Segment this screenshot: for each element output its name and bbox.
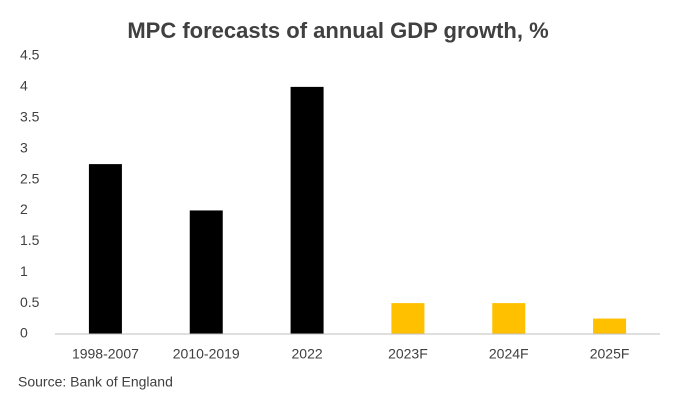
y-tick-label: 4.5 (20, 47, 40, 63)
bar (593, 318, 627, 334)
x-tick-label: 2025F (590, 346, 630, 362)
y-tick-label: 3.5 (20, 108, 40, 124)
bar (88, 164, 122, 334)
x-tick-label: 2023F (388, 346, 428, 362)
y-tick-label: 1.5 (20, 232, 40, 248)
bar (189, 210, 223, 334)
bar (290, 86, 324, 334)
y-tick-label: 2 (20, 201, 28, 217)
y-tick-label: 3 (20, 139, 28, 155)
x-tick-label: 2024F (489, 346, 529, 362)
y-tick-label: 4 (20, 78, 28, 94)
bar (492, 303, 526, 334)
x-tick-label: 1998-2007 (72, 346, 139, 362)
y-tick-label: 1 (20, 263, 28, 279)
y-tick-label: 2.5 (20, 170, 40, 186)
bar (391, 303, 425, 334)
x-tick-label: 2022 (292, 346, 323, 362)
chart-title: MPC forecasts of annual GDP growth, % (127, 18, 548, 43)
y-tick-label: 0.5 (20, 294, 40, 310)
x-tick-label: 2010-2019 (173, 346, 240, 362)
source-note: Source: Bank of England (18, 374, 173, 390)
y-tick-label: 0 (20, 325, 28, 341)
